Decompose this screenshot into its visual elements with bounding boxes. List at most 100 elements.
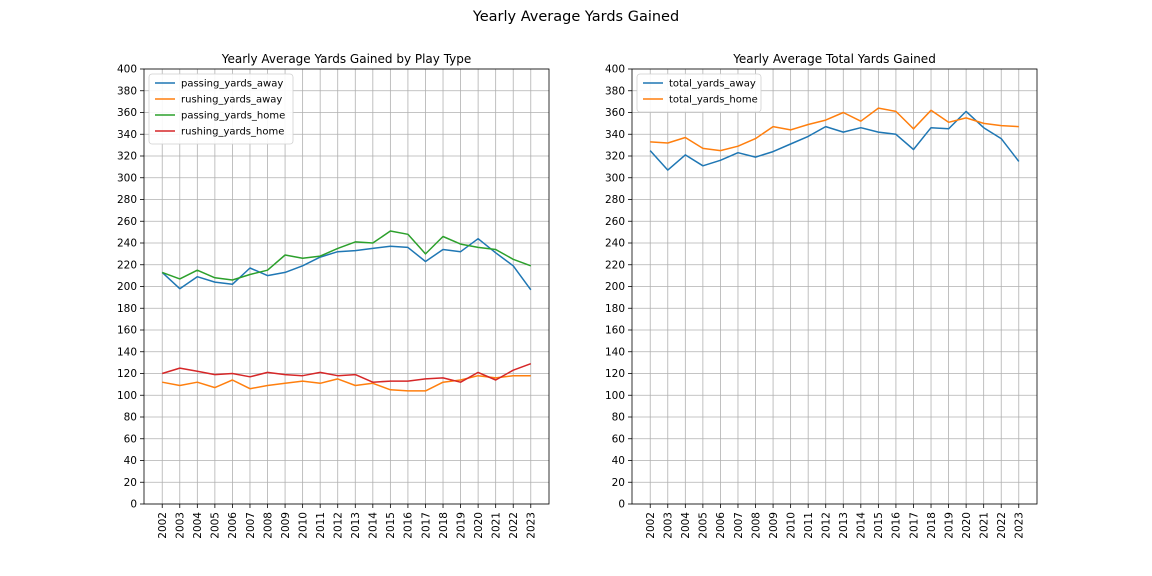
x-tick-label: 2011 xyxy=(803,512,815,539)
x-tick-label: 2005 xyxy=(698,512,710,539)
chart-title: Yearly Average Total Yards Gained xyxy=(732,52,936,66)
series-line-rushing-yards-home xyxy=(161,362,532,383)
x-tick-label: 2004 xyxy=(192,512,204,539)
x-tick-label: 2012 xyxy=(821,512,833,539)
series-line-rushing-yards-away xyxy=(162,374,531,392)
x-tick-label: 2010 xyxy=(785,512,797,539)
x-tick-label: 2008 xyxy=(750,512,762,539)
plot-frame xyxy=(631,68,1038,505)
x-tick-label: 2002 xyxy=(645,512,657,539)
y-tick-label: 100 xyxy=(605,390,625,402)
x-tick-label: 2023 xyxy=(1014,512,1026,539)
y-tick-label: 80 xyxy=(612,412,625,424)
x-tick-label: 2017 xyxy=(420,512,432,539)
y-tick-label: 340 xyxy=(605,129,625,141)
x-tick-label: 2013 xyxy=(838,512,850,539)
y-tick-label: 0 xyxy=(618,499,625,511)
y-tick-label: 400 xyxy=(117,64,137,76)
y-tick-label: 200 xyxy=(117,281,137,293)
series-line-passing-yards-home xyxy=(161,230,532,281)
x-tick-label: 2008 xyxy=(262,512,274,539)
x-tick-label: 2002 xyxy=(157,512,169,539)
y-tick-label: 180 xyxy=(605,303,625,315)
y-tick-label: 380 xyxy=(117,85,137,97)
y-tick-label: 20 xyxy=(124,477,137,489)
y-tick-label: 240 xyxy=(117,238,137,250)
y-tick-label: 220 xyxy=(117,259,137,271)
y-tick-label: 260 xyxy=(605,216,625,228)
legend-label-passing-yards-home: passing_yards_home xyxy=(181,111,285,122)
x-tick-label: 2014 xyxy=(856,512,868,539)
x-tick-label: 2009 xyxy=(768,512,780,539)
y-tick-label: 40 xyxy=(612,455,625,467)
y-tick-label: 360 xyxy=(117,107,137,119)
y-tick-label: 120 xyxy=(605,368,625,380)
x-tick-label: 2006 xyxy=(227,512,239,539)
x-tick-label: 2016 xyxy=(891,512,903,539)
series-line-total-yards-home xyxy=(650,107,1019,152)
y-tick-label: 60 xyxy=(124,433,137,445)
y-tick-label: 140 xyxy=(605,346,625,358)
chart-panel-total-yards: 0 20 40 60 80 100 120 140 160 180 200 220 240 260 280 3… xyxy=(605,52,1038,539)
legend-box xyxy=(148,73,294,145)
plot-frame xyxy=(143,68,550,505)
x-tick-label: 2020 xyxy=(473,512,485,539)
y-tick-label: 200 xyxy=(605,281,625,293)
y-tick-label: 40 xyxy=(124,455,137,467)
x-tick-label: 2007 xyxy=(245,512,257,539)
x-tick-label: 2015 xyxy=(385,512,397,539)
legend-label-rushing-yards-away: rushing_yards_away xyxy=(181,95,282,106)
legend-box xyxy=(636,73,762,113)
y-tick-label: 280 xyxy=(117,194,137,206)
x-tick-label: 2018 xyxy=(926,512,938,539)
x-tick-label: 2014 xyxy=(368,512,380,539)
y-tick-label: 320 xyxy=(605,151,625,163)
x-tick-label: 2003 xyxy=(175,512,187,539)
x-tick-label: 2018 xyxy=(438,512,450,539)
y-tick-label: 380 xyxy=(605,85,625,97)
x-tick-label: 2012 xyxy=(333,512,345,539)
figure-title: Yearly Average Yards Gained xyxy=(472,9,680,25)
y-tick-label: 220 xyxy=(605,259,625,271)
x-tick-label: 2011 xyxy=(315,512,327,539)
y-tick-label: 360 xyxy=(605,107,625,119)
y-tick-label: 340 xyxy=(117,129,137,141)
x-tick-label: 2019 xyxy=(455,512,467,539)
legend-label-total-yards-away: total_yards_away xyxy=(669,79,756,90)
x-tick-label: 2005 xyxy=(210,512,222,539)
x-tick-label: 2016 xyxy=(403,512,415,539)
x-tick-label: 2013 xyxy=(350,512,362,539)
y-tick-label: 0 xyxy=(130,499,137,511)
y-tick-label: 280 xyxy=(605,194,625,206)
y-tick-label: 20 xyxy=(612,477,625,489)
x-tick-label: 2023 xyxy=(526,512,538,539)
y-tick-label: 180 xyxy=(117,303,137,315)
y-tick-label: 260 xyxy=(117,216,137,228)
y-tick-label: 240 xyxy=(605,238,625,250)
y-tick-label: 320 xyxy=(117,151,137,163)
x-tick-label: 2022 xyxy=(996,512,1008,539)
x-tick-label: 2020 xyxy=(961,512,973,539)
x-tick-label: 2006 xyxy=(715,512,727,539)
x-tick-label: 2010 xyxy=(297,512,309,539)
x-tick-label: 2004 xyxy=(680,512,692,539)
chart-panel-play-type: 0 20 40 60 80 100 120 140 160 180 200 220 240 260 280 3… xyxy=(117,52,550,539)
y-tick-label: 80 xyxy=(124,412,137,424)
y-tick-label: 300 xyxy=(117,172,137,184)
legend-label-passing-yards-away: passing_yards_away xyxy=(181,79,283,90)
y-tick-label: 140 xyxy=(117,346,137,358)
x-tick-label: 2022 xyxy=(508,512,520,539)
x-tick-label: 2017 xyxy=(908,512,920,539)
legend-label-total-yards-home: total_yards_home xyxy=(669,95,758,106)
y-tick-label: 160 xyxy=(117,325,137,337)
x-tick-label: 2019 xyxy=(943,512,955,539)
y-tick-label: 160 xyxy=(605,325,625,337)
legend-label-rushing-yards-home: rushing_yards_home xyxy=(181,127,284,138)
x-tick-label: 2021 xyxy=(490,512,502,539)
x-tick-label: 2009 xyxy=(280,512,292,539)
x-tick-label: 2007 xyxy=(733,512,745,539)
x-tick-label: 2021 xyxy=(978,512,990,539)
y-tick-label: 60 xyxy=(612,433,625,445)
chart-title: Yearly Average Yards Gained by Play Type xyxy=(221,52,472,66)
